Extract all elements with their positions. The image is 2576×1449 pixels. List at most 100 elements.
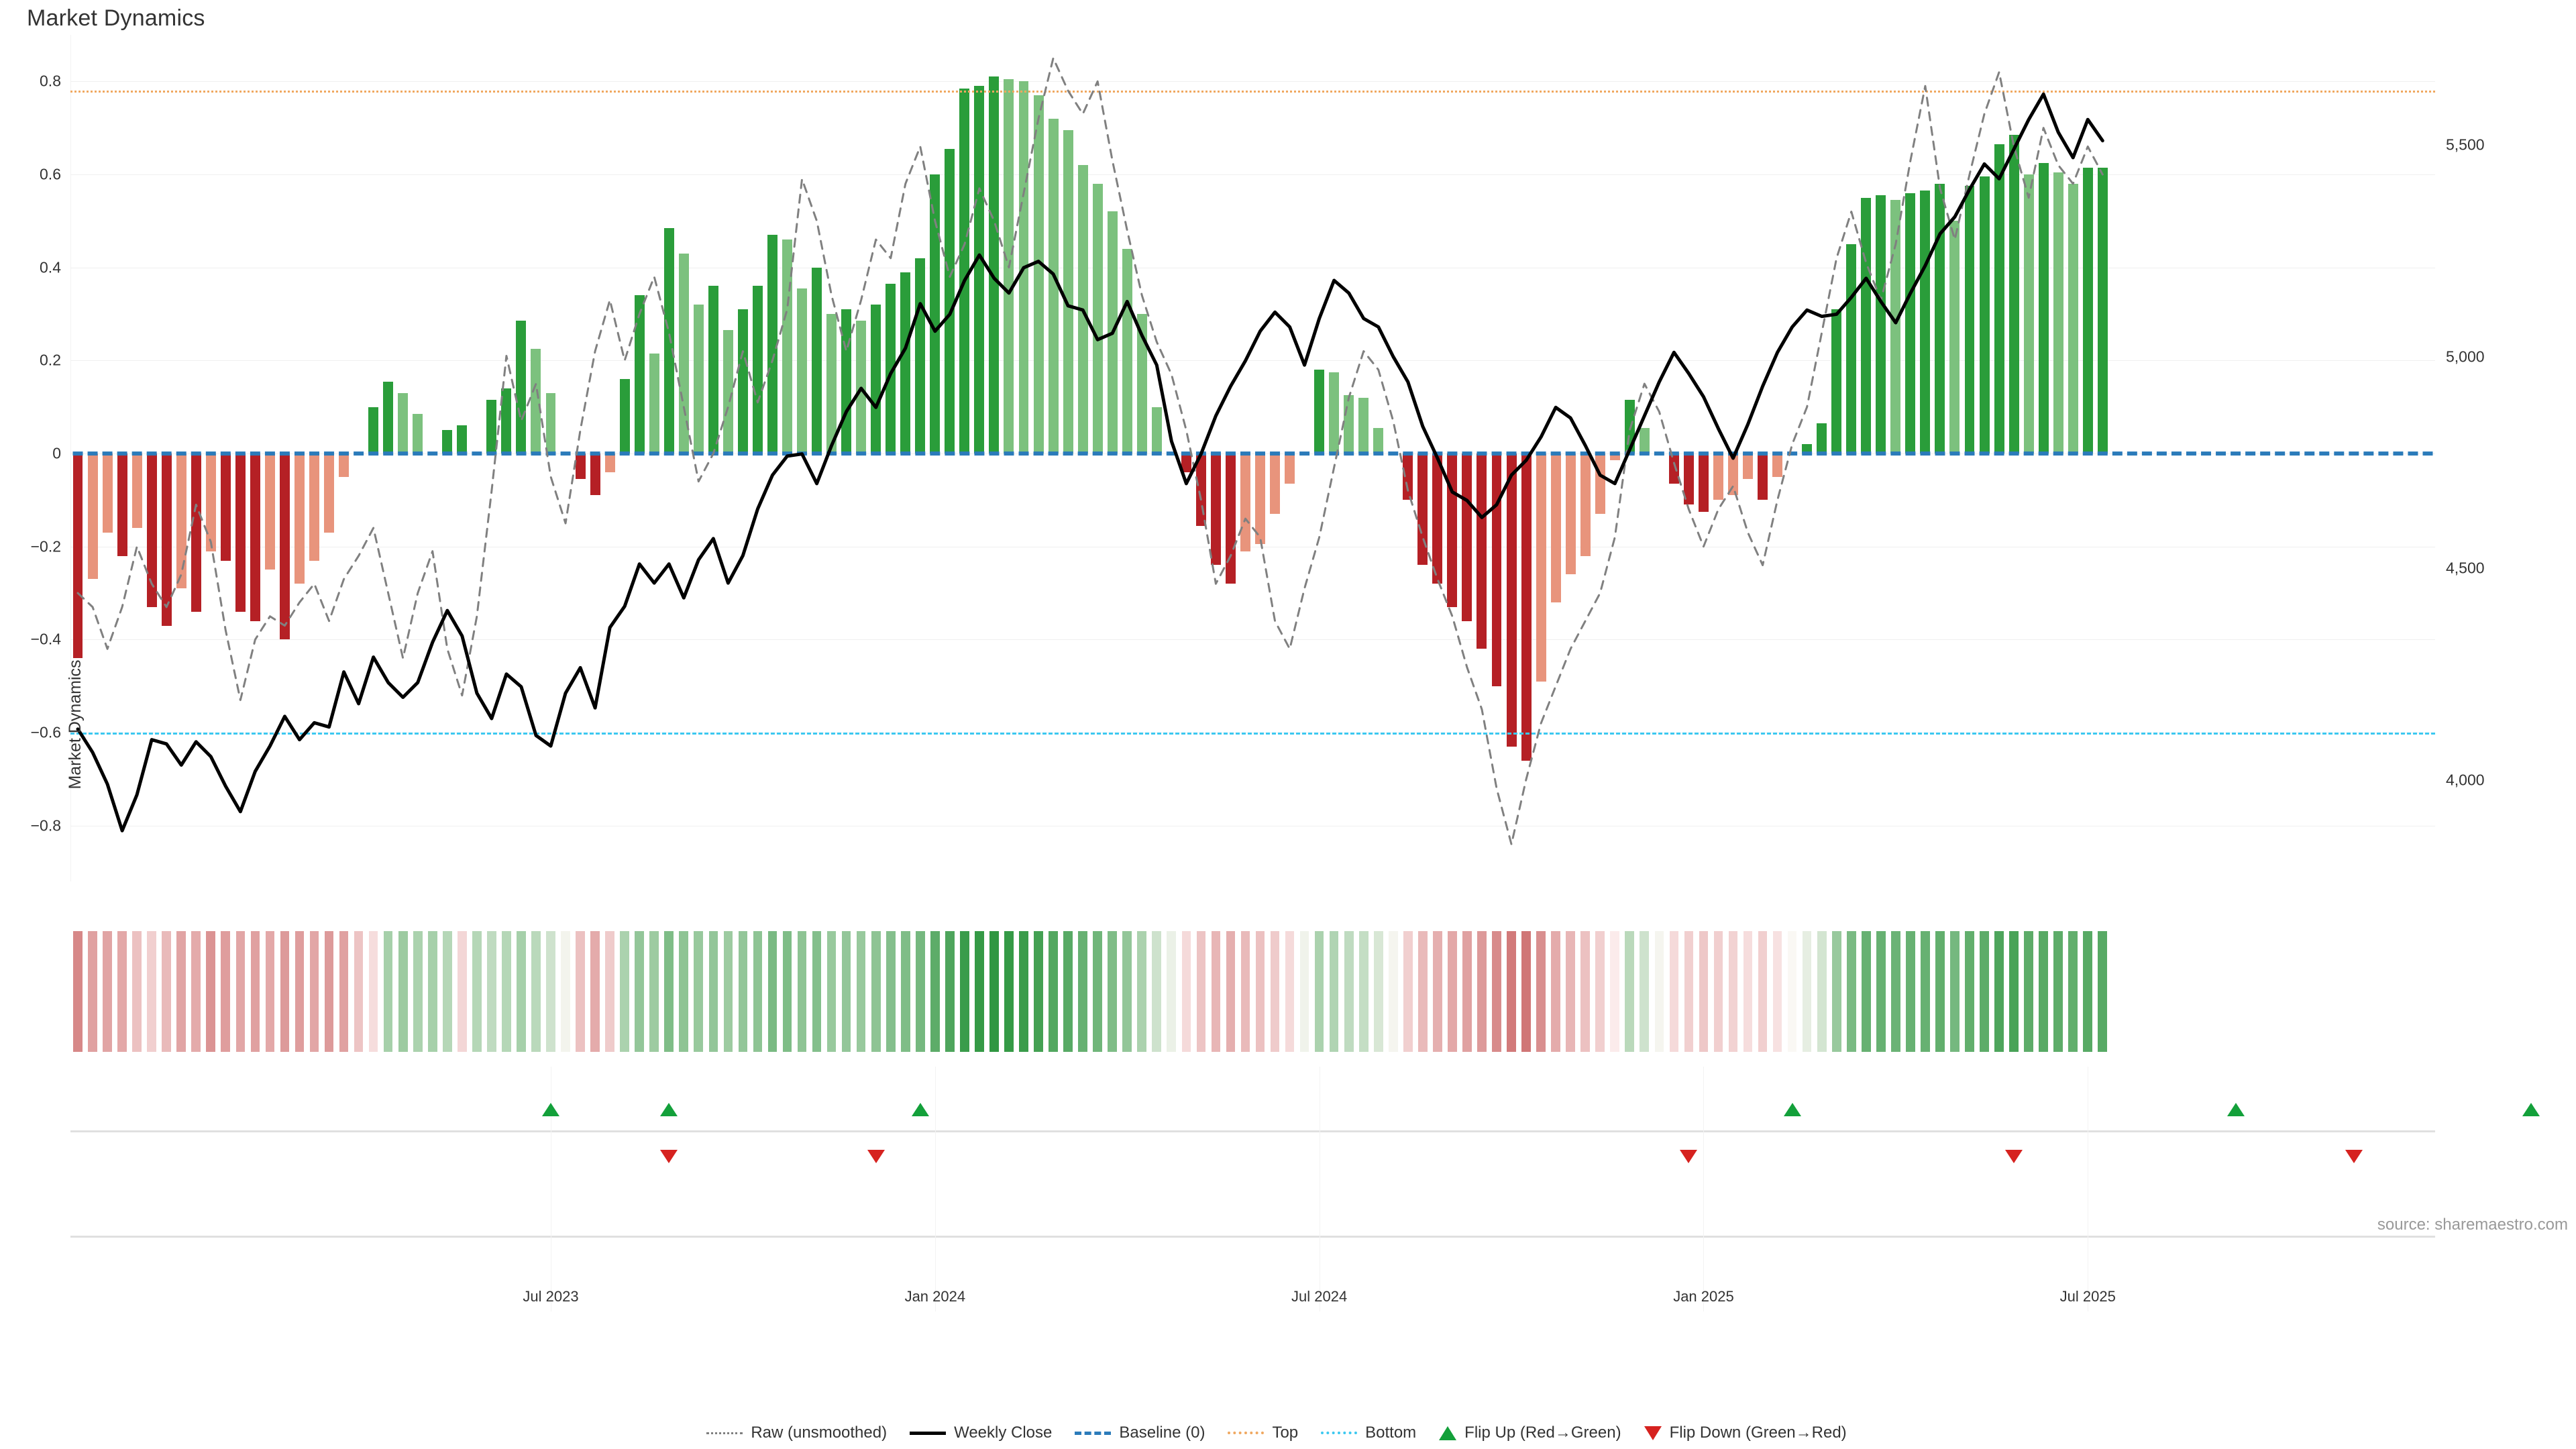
flip-down-marker-icon [2005,1150,2023,1163]
bar [1772,453,1783,477]
bar [1506,453,1517,747]
heatmap-cell [1285,931,1295,1052]
bar [161,453,172,626]
heatmap-cell [1108,931,1118,1052]
legend-item[interactable]: Bottom [1321,1424,1416,1442]
heatmap-cell [1950,931,1960,1052]
bar [1181,453,1191,472]
heatmap-cell [294,931,305,1052]
heatmap-cell [2083,931,2093,1052]
x-axis-tick-label: Jul 2025 [2059,1288,2116,1305]
bar [339,453,350,477]
x-gridline [934,1067,936,1194]
heatmap-cell [339,931,349,1052]
heatmap-cell [841,931,851,1052]
bar [1802,444,1813,454]
heatmap-cell [1566,931,1575,1052]
heatmap-cell [826,931,837,1052]
heatmap-cell [1610,931,1620,1052]
heatmap-cell [472,931,482,1052]
bar [885,283,896,454]
bar [1255,453,1265,545]
heatmap-cell [206,931,216,1052]
bar [516,321,527,454]
heatmap-cell [103,931,112,1052]
y-axis-left-tick-label: −0.4 [30,630,61,648]
y-axis-left-title: Market Dynamics [66,659,85,790]
heatmap-cell [1462,931,1472,1052]
heatmap-cell [1831,931,1841,1052]
heatmap-cell [1640,931,1650,1052]
heatmap-cell [221,931,231,1052]
heatmap-cell [885,931,896,1052]
heatmap-cell [191,931,201,1052]
flip-down-marker-icon [2345,1150,2363,1163]
y-axis-left-tick-label: 0.6 [40,165,61,183]
line-series [72,57,2433,846]
bar [1580,453,1591,556]
bar [1285,453,1295,484]
bar [649,353,659,454]
bar [1831,309,1842,454]
bar [2068,183,2078,454]
bar [752,286,763,454]
bar [205,453,216,551]
bar [383,381,394,454]
legend-dotted-line-icon [706,1432,743,1434]
bar [2023,174,2034,454]
heatmap-cell [561,931,570,1052]
bar [1432,453,1443,584]
bar [1373,427,1384,454]
heatmap-cell [1891,931,1900,1052]
heatmap-cell [782,931,792,1052]
legend-item-label: Flip Up (Red→Green) [1464,1424,1621,1442]
heatmap-cell [753,931,763,1052]
bar [737,309,748,454]
legend-item[interactable]: Raw (unsmoothed) [706,1424,887,1442]
bar [442,430,453,454]
legend-triangle-up-icon [1439,1426,1457,1440]
legend-item[interactable]: Flip Up (Red→Green) [1439,1424,1621,1442]
legend-item[interactable]: Weekly Close [910,1424,1052,1442]
legend-item[interactable]: Flip Down (Green→Red) [1644,1424,1847,1442]
heatmap-cell [2098,931,2108,1052]
flip-up-marker-icon [1783,1103,1801,1116]
legend-item-label: Top [1272,1424,1299,1442]
x-axis-tick-label: Jul 2024 [1291,1288,1348,1305]
legend-solid-line-icon [910,1431,947,1435]
heatmap-cell [1595,931,1605,1052]
gridline [70,81,2435,83]
x-gridline [1703,1067,1705,1194]
bar [1758,453,1768,500]
heatmap-cell [1314,931,1324,1052]
bar [871,305,881,454]
heatmap-cell [502,931,511,1052]
heatmap-cell [620,931,629,1052]
heatmap-cell [1403,931,1413,1052]
heatmap-cell [309,931,319,1052]
gridline [70,174,2435,176]
flip-down-marker-icon [1680,1150,1698,1163]
heatmap-cell [1226,931,1236,1052]
bar [575,453,586,480]
heatmap-cell [280,931,290,1052]
flip-down-marker-icon [660,1150,678,1163]
heatmap-cell [1507,931,1516,1052]
heatmap-cell [1122,931,1132,1052]
heatmap-cell [1846,931,1856,1052]
heatmap-cell [1787,931,1797,1052]
legend-item[interactable]: Top [1228,1424,1298,1442]
heatmap-cell [635,931,645,1052]
heatmap-cell [1388,931,1398,1052]
heatmap-cell [1713,931,1723,1052]
x-axis-panel: Jul 2023 Jan 2024 Jul 2024 Jan 2025 Jul 2025 [70,1194,2435,1311]
heatmap-cell [723,931,733,1052]
heatmap-cell [1551,931,1560,1052]
heatmap-cell [1255,931,1265,1052]
bar [1935,183,1945,454]
legend-item[interactable]: Baseline (0) [1075,1424,1205,1442]
heatmap-cell [812,931,822,1052]
y-axis-right-tick-label: 4,500 [2446,559,2485,577]
bar [368,407,379,454]
bar [1225,453,1236,584]
